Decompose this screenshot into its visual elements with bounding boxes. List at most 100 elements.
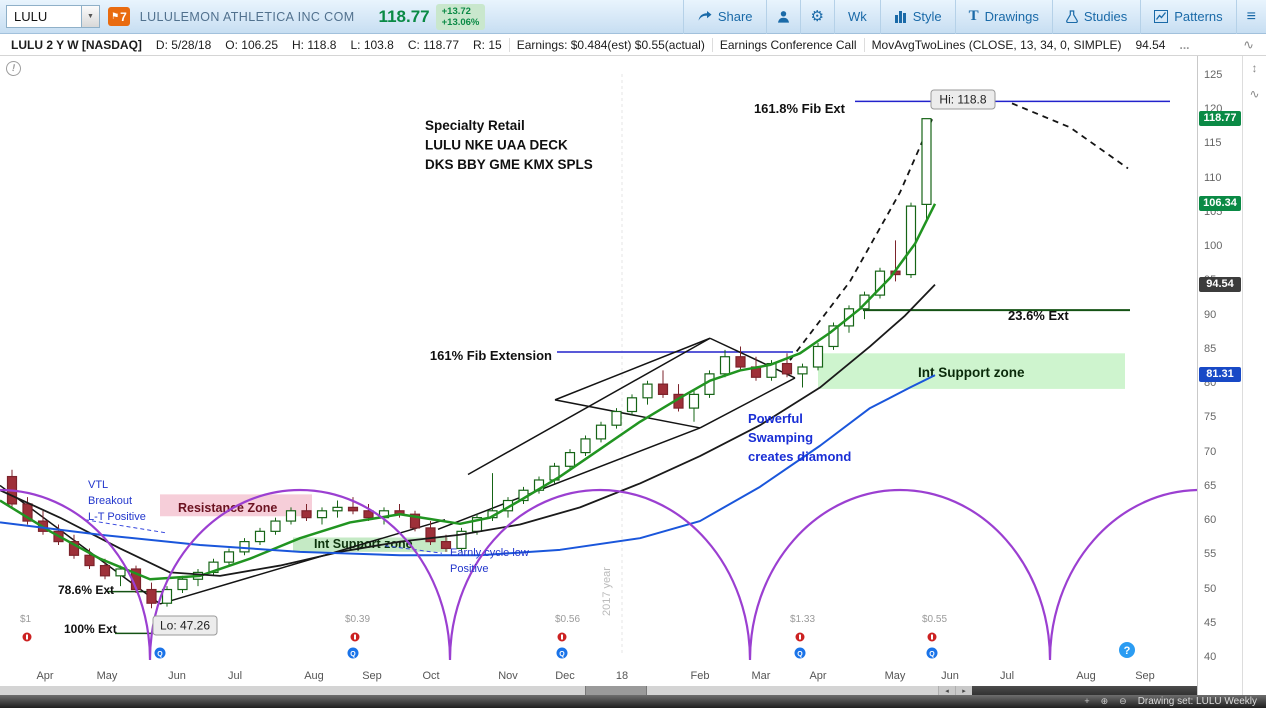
timeframe-button[interactable]: Wk — [833, 0, 880, 34]
fib-161-8-label[interactable]: 161.8% Fib Ext — [754, 101, 846, 116]
time-tick: Jul — [999, 670, 1015, 682]
legend-conference-call[interactable]: Earnings Conference Call — [711, 37, 864, 52]
scale-arrows-icon[interactable]: ↕ — [1251, 61, 1258, 75]
vtl-note[interactable]: VTL Breakout L-T Positive — [88, 479, 146, 523]
symbol-input[interactable]: LULU — [6, 5, 82, 28]
ext-100-label[interactable]: 100% Ext — [64, 622, 117, 636]
earnings-value: $1.33 — [790, 614, 815, 625]
legend-range: R: 15 — [473, 37, 502, 52]
scroll-right-button[interactable]: ▸ — [955, 686, 972, 695]
ext-23-6-label[interactable]: 23.6% Ext — [1008, 308, 1069, 323]
legend-more[interactable]: ... — [1179, 37, 1190, 52]
menu-button[interactable]: ≡ — [1235, 0, 1266, 34]
ma-fast-13w[interactable] — [0, 203, 937, 581]
squiggle-icon[interactable]: ∿ — [1249, 87, 1260, 101]
conference-call-marker[interactable]: Q — [926, 647, 938, 659]
zone-label: Resistance Zone — [178, 501, 277, 515]
chart-region: Resistance Zone Int Support zone Int Suppo… — [0, 56, 1266, 695]
scroll-left-button[interactable]: ◂ — [938, 686, 955, 695]
zoom-out-icon[interactable]: ⊖ — [1119, 696, 1127, 706]
time-tick: Mar — [751, 670, 771, 682]
conference-call-marker[interactable]: Q — [347, 647, 359, 659]
price-change-chip: +13.72 +13.06% — [435, 3, 486, 30]
chart-canvas[interactable]: Resistance Zone Int Support zone Int Suppo… — [0, 56, 1266, 668]
legend-open: O: 106.25 — [225, 37, 278, 52]
earnings-marker[interactable] — [349, 631, 361, 643]
diamond-ul[interactable] — [554, 337, 711, 401]
pan-icon[interactable]: + — [1084, 696, 1090, 706]
style-button[interactable]: Style — [879, 0, 955, 34]
patterns-button[interactable]: Patterns — [1140, 0, 1235, 34]
time-axis[interactable]: Apr May Jun Jul Aug Sep Oct Nov Dec 18 Feb Mar Apr Ma… — [0, 668, 1197, 686]
cycle-arcs[interactable] — [0, 488, 1266, 661]
text-tool-icon: T — [968, 8, 979, 24]
projection-up[interactable] — [789, 116, 934, 361]
share-button[interactable]: Share — [682, 0, 766, 34]
lo-badge: Lo: 47.26 — [152, 615, 218, 636]
conference-call-marker[interactable]: Q — [794, 647, 806, 659]
conference-call-marker[interactable]: Q — [154, 647, 166, 659]
horizontal-scrollbar[interactable] — [0, 686, 938, 695]
svg-text:Q: Q — [929, 651, 935, 658]
profile-button[interactable] — [765, 0, 800, 34]
settings-button[interactable]: ⚙ — [799, 0, 834, 34]
svg-text:Q: Q — [350, 651, 356, 658]
svg-text:Q: Q — [797, 651, 803, 658]
zigzag-icon[interactable]: ∿ — [1243, 36, 1254, 52]
fib-161-label[interactable]: 161% Fib Extension — [430, 348, 552, 363]
price-badge: 94.54 — [1199, 276, 1241, 292]
scrollbar-thumb[interactable] — [585, 686, 647, 695]
ext-78-6-label[interactable]: 78.6% Ext — [58, 583, 114, 597]
price-tick: 70 — [1204, 445, 1217, 458]
earnings-marker[interactable] — [21, 631, 33, 643]
flag-badge[interactable]: ⚑ 7 — [108, 7, 130, 26]
price-tick: 75 — [1204, 411, 1217, 424]
cycle-low-note[interactable]: Earnly cycle low Positive — [450, 547, 529, 575]
time-tick: Feb — [690, 670, 710, 682]
share-label: Share — [717, 9, 753, 24]
earnings-value: $0.55 — [922, 614, 947, 625]
diamond-note[interactable]: Powerful Swamping creates diamond — [748, 411, 851, 464]
flag-count: 7 — [120, 9, 127, 24]
time-tick: Jun — [941, 670, 959, 682]
time-tick: Apr — [809, 670, 827, 682]
help-marker[interactable]: ? — [1119, 642, 1135, 658]
projection-down[interactable] — [1011, 102, 1129, 170]
conference-call-marker[interactable]: Q — [556, 647, 568, 659]
drawings-button[interactable]: T Drawings — [954, 0, 1052, 34]
ma-slow-34w[interactable] — [0, 283, 936, 577]
year-label[interactable]: 2017 year — [601, 567, 613, 616]
studies-button[interactable]: Studies — [1051, 0, 1140, 34]
earnings-marker[interactable] — [926, 631, 938, 643]
price-axis[interactable]: 1251201151101051009590858075706560555045… — [1197, 56, 1242, 695]
wedge-lower[interactable] — [437, 427, 701, 530]
legend-high: H: 118.8 — [292, 37, 337, 52]
diamond-ll[interactable] — [554, 399, 701, 429]
legend-indicator-value: 94.54 — [1135, 37, 1166, 52]
scrollbar-filler — [972, 686, 1197, 695]
time-tick: Dec — [555, 670, 575, 682]
time-tick: May — [884, 670, 906, 682]
earnings-marker[interactable] — [794, 631, 806, 643]
diamond-lr[interactable] — [699, 377, 796, 429]
symbol-dropdown-button[interactable]: ▼ — [82, 5, 100, 28]
time-tick: Oct — [422, 670, 440, 682]
symbol-box: LULU ▼ — [6, 5, 100, 28]
diamond-ur[interactable] — [709, 337, 796, 379]
earnings-marker[interactable] — [556, 631, 568, 643]
hi-badge: Hi: 118.8 — [930, 89, 996, 110]
time-tick: May — [96, 670, 118, 682]
zoom-in-icon[interactable]: ⊕ — [1100, 696, 1109, 706]
sector-note[interactable]: Specialty Retail LULU NKE UAA DECK DKS BBY… — [425, 118, 593, 172]
legend-indicator[interactable]: MovAvgTwoLines (CLOSE, 13, 34, 0, SIMPLE… — [863, 37, 1129, 52]
zone-int-support-zone[interactable] — [818, 353, 1125, 389]
vtl-blue-curve[interactable] — [0, 374, 936, 557]
v-up[interactable] — [159, 518, 446, 605]
price-tick: 125 — [1204, 69, 1223, 81]
price-tick: 110 — [1204, 171, 1222, 184]
menu-icon: ≡ — [1246, 7, 1256, 25]
earnings-value: $1 — [20, 614, 32, 625]
legend-earnings: Earnings: $0.484(est) $0.55(actual) — [508, 37, 712, 52]
